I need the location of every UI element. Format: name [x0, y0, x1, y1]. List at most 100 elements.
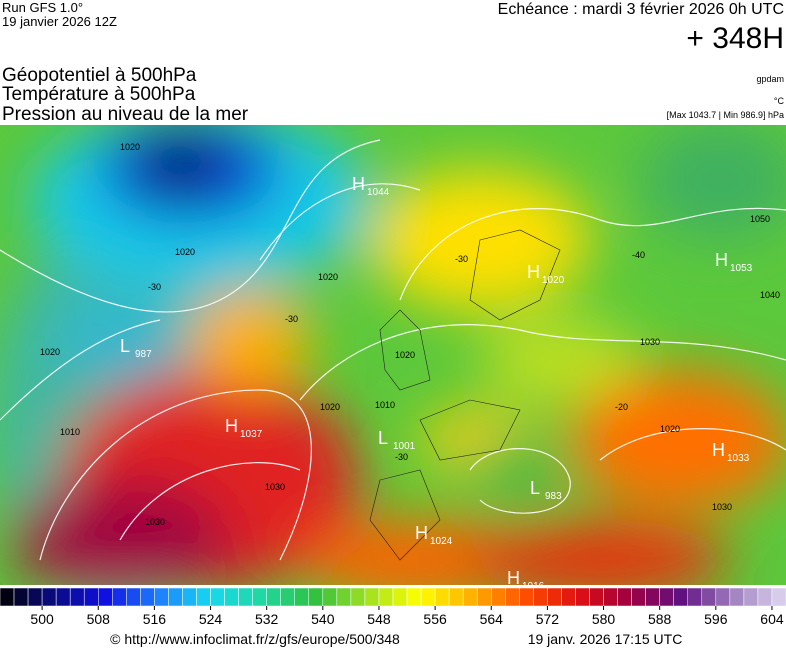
scale-cell	[757, 587, 773, 607]
scale-cell	[519, 587, 534, 607]
contour-label: 1010	[60, 427, 80, 437]
scale-cell	[13, 587, 29, 607]
scale-cell	[112, 587, 127, 607]
scale-cell	[126, 587, 141, 607]
scale-cell	[294, 587, 310, 607]
contour-label: 1020	[120, 142, 140, 152]
scale-cell	[743, 587, 759, 607]
contour-label: 1020	[660, 424, 680, 434]
title: Géopotentiel à 500hPa	[2, 65, 197, 86]
scale-tick-label: 572	[536, 611, 560, 627]
scale-cell	[196, 587, 211, 607]
scale-cell	[154, 587, 169, 607]
contour-label: 1020	[320, 402, 340, 412]
scale-cell	[575, 587, 590, 607]
center-type: H	[225, 416, 238, 436]
scale-cell	[41, 587, 57, 607]
title: Pression au niveau de la mer	[2, 104, 249, 125]
title: Température à 500hPa	[2, 84, 196, 105]
scale-cell	[238, 587, 253, 607]
scale-cell	[729, 587, 745, 607]
contour-label: 1050	[750, 214, 770, 224]
scale-cell	[392, 587, 408, 607]
scale-cell	[336, 587, 352, 607]
center-type: H	[712, 440, 725, 460]
center-value: 987	[135, 349, 152, 360]
scale-cell	[617, 587, 632, 607]
scale-cell	[561, 587, 576, 607]
scale-cell	[701, 587, 717, 607]
scale-cell	[771, 587, 786, 607]
scale-cell	[476, 587, 492, 607]
echeance: Echéance : mardi 3 février 2026 0h UTC	[498, 1, 784, 18]
center-value: 1016	[522, 581, 545, 592]
scale-cell	[252, 587, 267, 607]
scale-cell	[0, 587, 15, 607]
scale-cell	[83, 587, 99, 607]
lead-time: + 348H	[686, 22, 784, 55]
scale-cell	[533, 587, 548, 607]
center-value: 1020	[542, 275, 565, 286]
center-type: H	[352, 174, 365, 194]
scale-tick-label: 564	[480, 611, 504, 627]
scale-cell	[505, 587, 520, 607]
scale-cell	[168, 587, 183, 607]
scale-tick-label: 580	[592, 611, 616, 627]
contour-label: 1030	[145, 517, 165, 527]
scale-cell	[547, 587, 562, 607]
scale-cell	[631, 587, 646, 607]
scale-cell	[69, 587, 85, 607]
scale-cell	[406, 587, 422, 607]
unit: gpdam	[756, 74, 784, 84]
run: Run GFS 1.0°	[2, 0, 83, 15]
scale-cell	[378, 587, 394, 607]
timestamp: 19 janv. 2026 17:15 UTC	[528, 631, 683, 647]
center-type: H	[415, 523, 428, 543]
scale-cell	[645, 587, 660, 607]
contour-label: -20	[615, 402, 628, 412]
contour-label: -30	[395, 452, 408, 462]
center-value: 1033	[727, 453, 750, 464]
contour-label: 1010	[375, 400, 395, 410]
unit: [Max 1043.7 | Min 986.9] hPa	[667, 110, 784, 120]
scale-tick-label: 508	[87, 611, 111, 627]
scale-cell	[715, 587, 731, 607]
scale-cell	[322, 587, 338, 607]
scale-cell	[603, 587, 618, 607]
center-type: H	[715, 250, 728, 270]
color-scale: 500 508 516 524 532 540 548 556 564 572 580 588 596 6…	[0, 587, 786, 627]
scale-tick-label: 532	[255, 611, 279, 627]
contour-label: -30	[455, 254, 468, 264]
scale-cell	[462, 587, 478, 607]
center-value: 1024	[430, 536, 453, 547]
scale-tick-label: 540	[311, 611, 335, 627]
scale-cell	[224, 587, 239, 607]
scale-cell	[491, 587, 506, 607]
center-value: 1053	[730, 263, 753, 274]
center-value: 1037	[240, 429, 263, 440]
contour-label: 1020	[318, 272, 338, 282]
scale-cell	[210, 587, 225, 607]
scale-tick-label: 548	[367, 611, 391, 627]
scale-cell	[27, 587, 43, 607]
scale-cell	[55, 587, 71, 607]
map	[0, 125, 786, 585]
contour-label: 1030	[640, 337, 660, 347]
contour-label: 1040	[760, 290, 780, 300]
scale-tick-label: 596	[704, 611, 728, 627]
scale-tick-label: 500	[30, 611, 54, 627]
center-value: 1044	[367, 187, 390, 198]
center-type: L	[378, 428, 388, 448]
source-url: © http://www.infoclimat.fr/z/gfs/europe/…	[110, 631, 400, 647]
contour-label: 1020	[40, 347, 60, 357]
center-type: H	[507, 568, 520, 588]
center-value: 983	[545, 491, 562, 502]
scale-cell	[182, 587, 197, 607]
contour-label: 1020	[175, 247, 195, 257]
scale-cell	[687, 587, 703, 607]
center-type: L	[120, 336, 130, 356]
contour-label: -40	[632, 250, 645, 260]
scale-cell	[434, 587, 450, 607]
scale-cell	[266, 587, 281, 607]
